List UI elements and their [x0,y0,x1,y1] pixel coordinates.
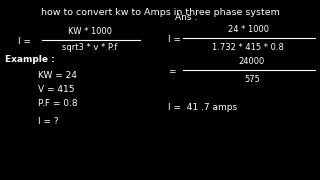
Text: KW = 24: KW = 24 [38,71,77,80]
Text: V = 415: V = 415 [38,84,75,93]
Text: I =: I = [18,37,31,46]
Text: =: = [168,68,175,76]
Text: how to convert kw to Amps in three phase system: how to convert kw to Amps in three phase… [41,8,279,17]
Text: Ans :: Ans : [175,12,197,21]
Text: 24 * 1000: 24 * 1000 [228,26,268,35]
Text: 575: 575 [244,75,260,84]
Text: I =: I = [168,35,181,44]
Text: Example :: Example : [5,55,55,64]
Text: 24000: 24000 [239,57,265,66]
Text: P.F = 0.8: P.F = 0.8 [38,100,78,109]
Text: I =  41 .7 amps: I = 41 .7 amps [168,103,237,112]
Text: KW * 1000: KW * 1000 [68,28,112,37]
Text: I = ?: I = ? [38,118,59,127]
Text: sqrt3 * v * P.f: sqrt3 * v * P.f [62,44,118,53]
Text: 1.732 * 415 * 0.8: 1.732 * 415 * 0.8 [212,42,284,51]
